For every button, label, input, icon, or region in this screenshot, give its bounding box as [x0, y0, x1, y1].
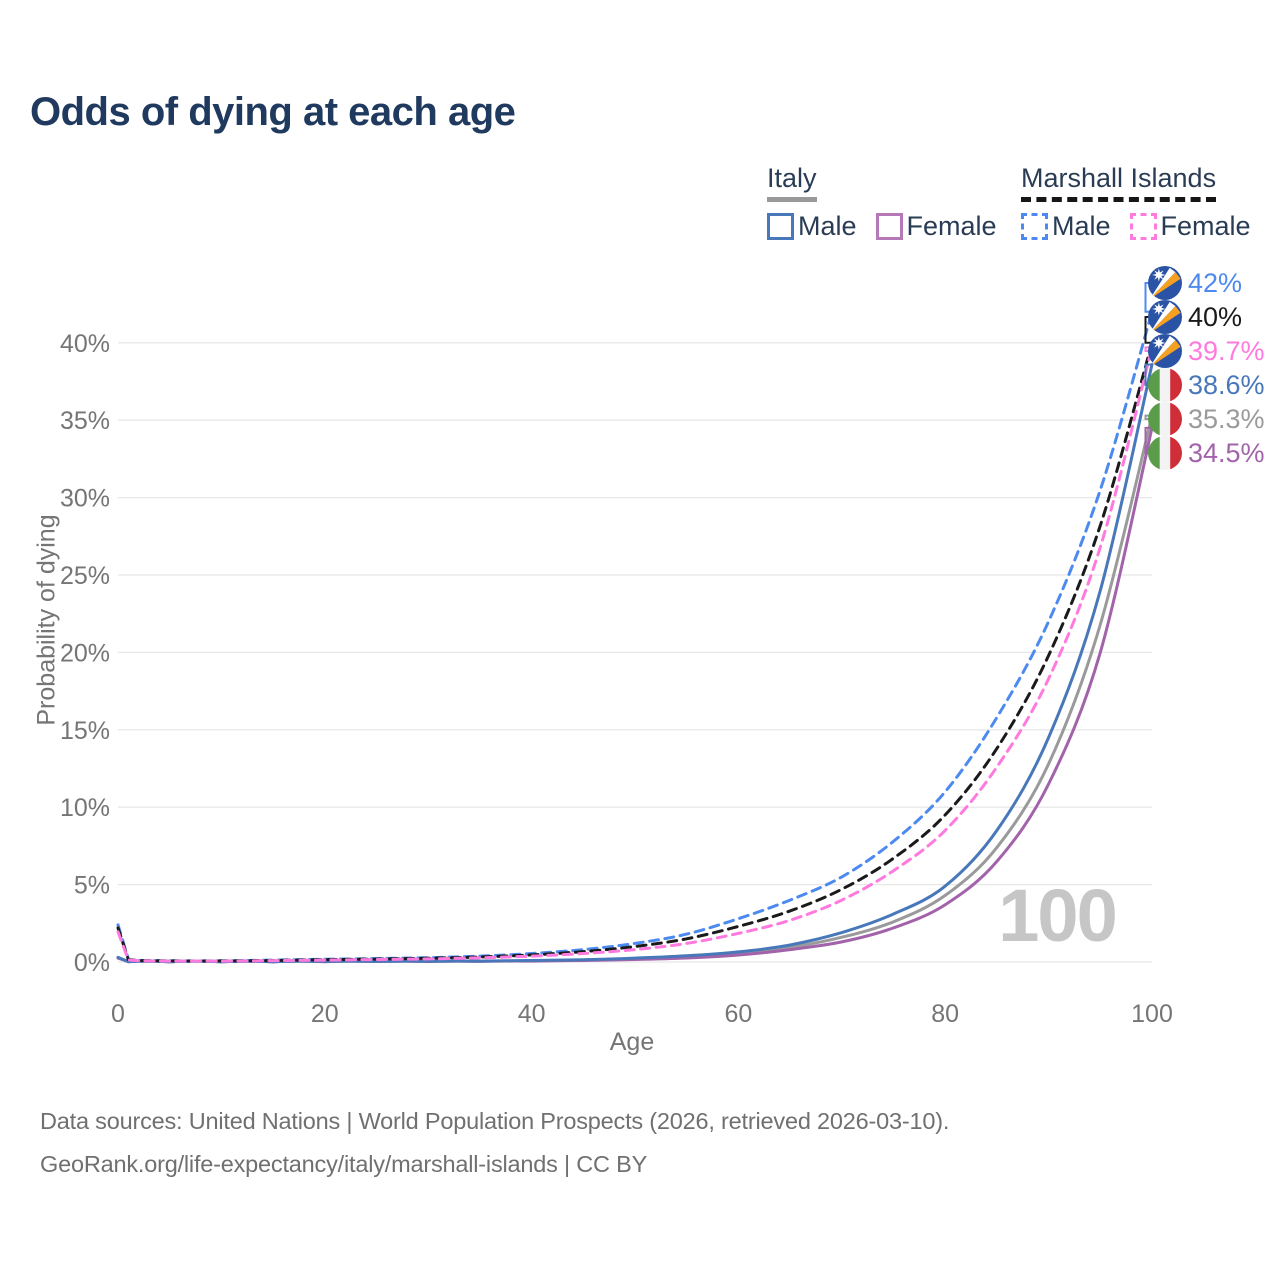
- series-line-marshall-islands-female[interactable]: [116, 345, 1154, 963]
- x-tick-label: 40: [518, 1000, 546, 1028]
- y-tick-label: 40%: [60, 330, 110, 358]
- legend-header-marshall-islands: Marshall Islands: [1021, 163, 1217, 202]
- x-axis-label: Age: [609, 1028, 655, 1056]
- legend-item-label: Female: [1160, 211, 1251, 241]
- y-tick-label: 30%: [60, 485, 110, 513]
- page-title: Odds of dying at each age: [30, 90, 516, 134]
- y-tick-label: 35%: [60, 407, 110, 435]
- marshall-islands-female-swatch-icon: [1129, 213, 1157, 240]
- marshall-islands-male-swatch-icon: [1021, 213, 1048, 240]
- footer-data-sources: Data sources: United Nations | World Pop…: [40, 1108, 950, 1134]
- y-tick-label: 0%: [74, 949, 110, 977]
- label-connector: [1144, 282, 1151, 313]
- y-tick-label: 25%: [60, 562, 110, 590]
- legend-group-marshall-islands: Marshall Islands Male Female: [1021, 163, 1251, 242]
- x-tick-label: 0: [111, 1000, 125, 1028]
- x-tick-label: 60: [724, 1000, 752, 1028]
- footer: Data sources: United Nations | World Pop…: [40, 1108, 949, 1194]
- italy-male-swatch-icon: [767, 213, 794, 240]
- legend-header-italy: Italy: [767, 163, 817, 202]
- y-tick-label: 15%: [60, 717, 110, 745]
- series-line-italy-male[interactable]: [116, 363, 1154, 964]
- legend-item-italy-female[interactable]: Female: [875, 211, 997, 242]
- italy-female-swatch-icon: [875, 213, 903, 240]
- x-tick-label: 100: [1131, 1000, 1173, 1028]
- x-tick-label: 20: [311, 1000, 339, 1028]
- legend-item-marshall-islands-male[interactable]: Male: [1021, 211, 1111, 242]
- x-tick-label: 80: [931, 1000, 959, 1028]
- series-line-italy-female[interactable]: [116, 426, 1154, 964]
- legend-item-marshall-islands-female[interactable]: Female: [1129, 211, 1251, 242]
- footer-attribution: GeoRank.org/life-expectancy/italy/marsha…: [40, 1151, 648, 1177]
- legend: Italy Male Female Marshall Islands Male: [0, 163, 1280, 243]
- y-tick-label: 5%: [74, 872, 110, 900]
- legend-item-label: Female: [906, 211, 997, 241]
- legend-item-label: Male: [1052, 211, 1111, 241]
- legend-group-italy: Italy Male Female: [767, 163, 997, 242]
- legend-item-label: Male: [798, 211, 857, 241]
- y-axis-label: Probability of dying: [32, 514, 61, 726]
- y-tick-label: 20%: [60, 639, 110, 667]
- y-tick-label: 10%: [60, 794, 110, 822]
- legend-item-italy-male[interactable]: Male: [767, 211, 857, 242]
- watermark-age-100: 100: [998, 874, 1115, 957]
